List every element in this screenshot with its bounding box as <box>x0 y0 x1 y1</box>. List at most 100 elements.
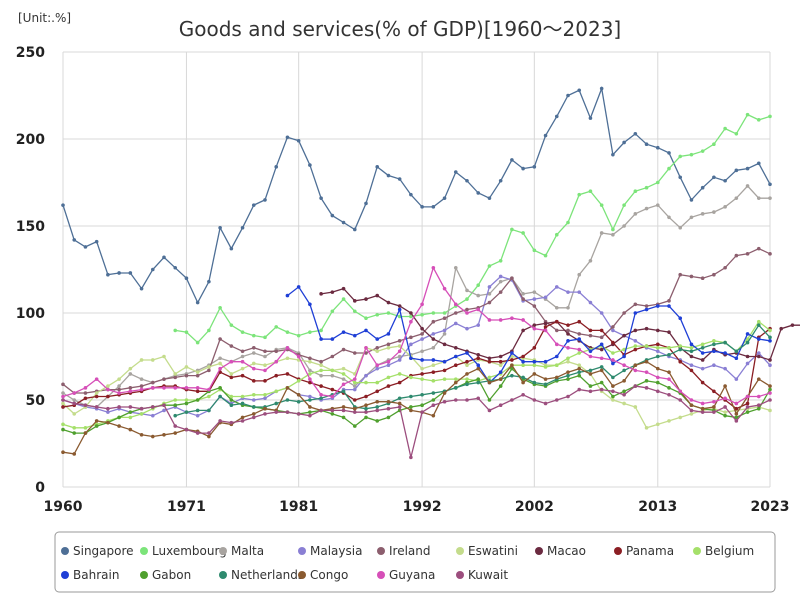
point-malta-2019 <box>723 205 727 209</box>
point-singapore-1965 <box>117 271 121 275</box>
point-belgium-1967 <box>139 412 144 416</box>
point-malaysia-1991 <box>409 342 413 347</box>
point-singapore-1966 <box>128 271 133 275</box>
point-singapore-1999 <box>498 178 503 183</box>
y-tick-label-250: 250 <box>16 45 45 61</box>
point-singapore-2013 <box>655 145 660 150</box>
point-guyana-2003 <box>543 328 548 333</box>
point-ireland-1968 <box>150 380 155 385</box>
point-singapore-1973 <box>207 279 211 284</box>
point-kuwait-1992 <box>420 410 424 414</box>
point-guyana-2015 <box>678 389 683 394</box>
point-congo-1960 <box>61 450 65 455</box>
point-eswatini-1989 <box>386 346 391 350</box>
point-kuwait-1969 <box>162 403 166 408</box>
point-panama-2015 <box>678 359 683 364</box>
point-eswatini-1978 <box>263 363 267 368</box>
point-ireland-1982 <box>308 356 312 361</box>
point-ireland-1993 <box>431 319 436 324</box>
point-panama-2013 <box>655 342 660 347</box>
point-ireland-2018 <box>712 272 716 277</box>
point-congo-1970 <box>173 431 178 435</box>
point-eswatini-2019 <box>723 410 727 414</box>
point-luxembourg-1980 <box>285 330 290 334</box>
point-macao-2024 <box>779 326 784 331</box>
point-luxembourg-1993 <box>431 311 436 315</box>
point-malta-1984 <box>330 373 335 378</box>
point-belgium-2023 <box>768 328 772 333</box>
point-belgium-2005 <box>566 356 570 361</box>
point-ireland-1989 <box>386 342 391 347</box>
point-guyana-2008 <box>599 356 604 361</box>
point-singapore-2003 <box>543 133 548 138</box>
series-line-belgium <box>62 320 771 429</box>
point-singapore-1979 <box>274 165 279 169</box>
point-luxembourg-2006 <box>577 192 582 197</box>
point-netherlands-1977 <box>251 405 256 409</box>
point-kuwait-2023 <box>768 398 772 402</box>
point-congo-1993 <box>431 413 436 418</box>
point-guyana-1969 <box>162 386 166 390</box>
point-malaysia-2011 <box>633 339 638 343</box>
point-malta-1986 <box>352 384 357 388</box>
point-luxembourg-1981 <box>296 333 301 338</box>
point-kuwait-1968 <box>150 405 155 409</box>
point-ireland-1977 <box>251 346 256 350</box>
point-malta-1967 <box>139 377 144 381</box>
point-ireland-1988 <box>375 346 380 350</box>
point-netherlands-2021 <box>745 340 750 345</box>
point-ireland-2000 <box>510 276 514 281</box>
point-belgium-1978 <box>263 392 267 397</box>
point-luxembourg-2008 <box>599 203 604 207</box>
point-congo-1996 <box>465 372 469 376</box>
point-ireland-1979 <box>274 349 279 354</box>
point-kuwait-1999 <box>498 403 503 408</box>
point-kuwait-1993 <box>431 403 436 408</box>
point-panama-2009 <box>611 340 615 345</box>
point-gabon-1972 <box>195 398 200 402</box>
point-bahrain-1991 <box>409 356 413 361</box>
point-guyana-1998 <box>487 318 492 322</box>
point-luxembourg-1979 <box>274 325 279 329</box>
point-luxembourg-1970 <box>173 328 178 333</box>
point-guyana-1997 <box>476 307 481 312</box>
point-belgium-2018 <box>712 339 716 343</box>
point-singapore-1982 <box>308 163 312 167</box>
point-congo-2014 <box>667 370 671 374</box>
series-line-netherlands <box>175 324 771 417</box>
point-kuwait-1965 <box>117 405 121 409</box>
legend-label-malaysia: Malaysia <box>310 544 362 558</box>
point-guyana-1976 <box>240 359 245 364</box>
point-guyana-2011 <box>633 368 638 373</box>
point-eswatini-1966 <box>128 366 133 371</box>
point-congo-1978 <box>263 406 267 411</box>
point-luxembourg-2009 <box>611 227 615 232</box>
point-kuwait-1989 <box>386 406 391 411</box>
point-luxembourg-1978 <box>263 335 267 340</box>
legend-label-ireland: Ireland <box>389 544 431 558</box>
point-netherlands-1987 <box>364 406 368 411</box>
point-congo-1981 <box>296 392 301 397</box>
point-netherlands-1972 <box>195 408 200 413</box>
point-kuwait-1985 <box>341 408 346 413</box>
point-gabon-1999 <box>498 384 503 388</box>
point-guyana-1977 <box>251 366 256 371</box>
y-tick-label-200: 200 <box>16 132 45 148</box>
legend-marker-belgium <box>693 547 701 555</box>
point-netherlands-1976 <box>240 401 245 406</box>
point-guyana-1970 <box>173 386 178 390</box>
point-kuwait-1996 <box>465 398 469 402</box>
point-ireland-1970 <box>173 375 178 380</box>
point-bahrain-2006 <box>577 337 582 341</box>
point-kuwait-1997 <box>476 396 481 401</box>
point-belgium-1979 <box>274 389 279 394</box>
legend-marker-gabon <box>140 571 148 579</box>
point-singapore-1991 <box>409 192 413 197</box>
point-panama-1982 <box>308 380 312 385</box>
point-bahrain-2008 <box>599 342 604 347</box>
point-luxembourg-1984 <box>330 309 335 314</box>
point-eswatini-1971 <box>184 365 189 369</box>
point-guyana-1987 <box>364 346 368 350</box>
point-ireland-1995 <box>453 311 458 315</box>
point-belgium-1977 <box>251 392 256 397</box>
